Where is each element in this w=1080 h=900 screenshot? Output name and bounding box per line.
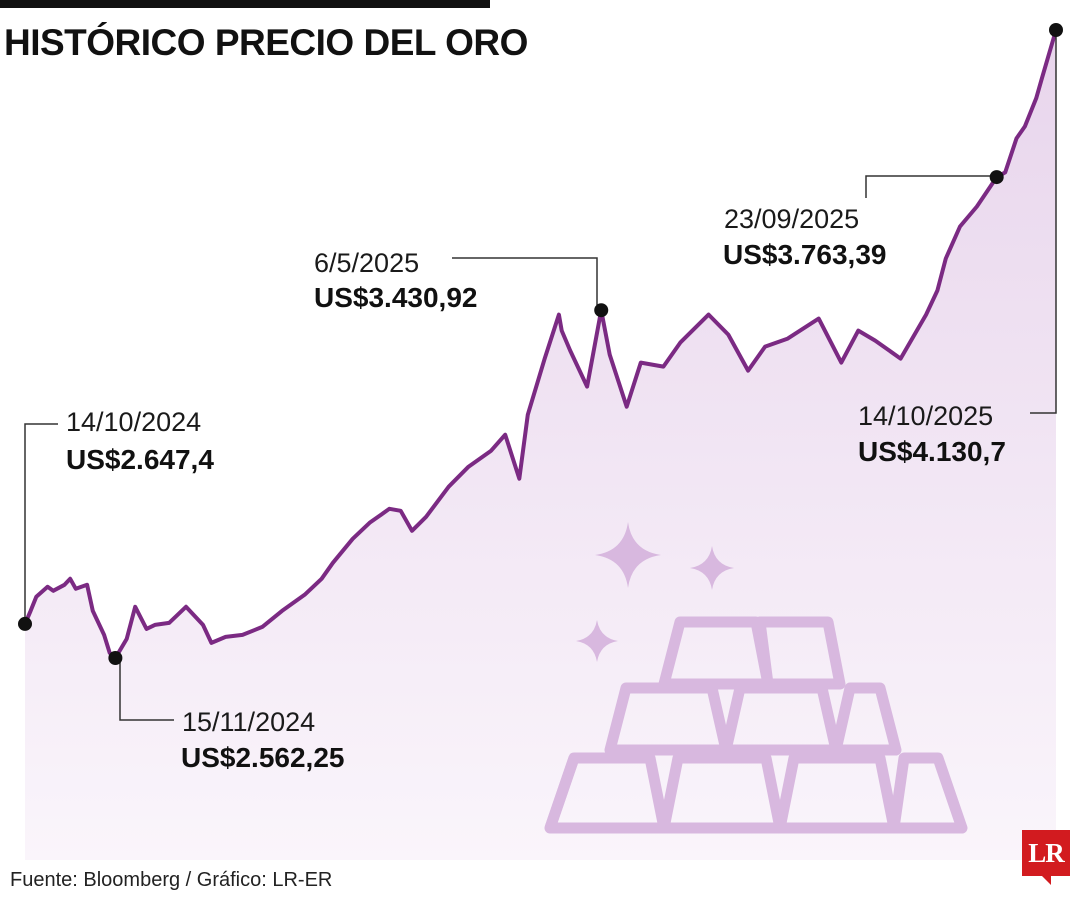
annotation-date: 23/09/2025 (724, 204, 859, 234)
source-credit: Fuente: Bloomberg / Gráfico: LR-ER (10, 869, 333, 891)
annotation-value: US$3.763,39 (723, 239, 886, 270)
sparkle-icon (690, 546, 734, 590)
annotation-value: US$2.562,25 (181, 742, 344, 773)
annotation-markers (18, 23, 1063, 665)
sparkle-icon (576, 620, 618, 662)
annotation-date: 14/10/2024 (66, 407, 201, 437)
annotation-date: 15/11/2024 (182, 707, 315, 737)
sparkle-icon (595, 522, 661, 588)
leader-line (24, 423, 58, 622)
annotation-marker (108, 651, 123, 665)
annotation-date: 14/10/2025 (858, 401, 993, 431)
gold-bars-icon (544, 616, 968, 834)
annotation-leaders (24, 30, 1057, 721)
leader-line (119, 658, 174, 721)
leader-line (1030, 30, 1057, 414)
leader-line (452, 257, 598, 305)
top-rule (0, 0, 490, 8)
annotation-marker (594, 303, 609, 318)
annotation-date: 6/5/2025 (314, 248, 419, 278)
annotation-value: US$2.647,4 (66, 444, 214, 475)
chart-title: HISTÓRICO PRECIO DEL ORO (4, 22, 528, 63)
annotation-value: US$3.430,92 (314, 282, 477, 313)
lr-logo: LR (1022, 830, 1070, 885)
annotation-marker (1049, 23, 1063, 37)
price-area-fill (25, 30, 1056, 860)
annotation-value: US$4.130,7 (858, 436, 1006, 467)
annotation-marker (989, 170, 1004, 185)
annotation-marker (18, 616, 32, 631)
leader-line (865, 175, 993, 198)
gold-illustration (544, 522, 968, 834)
